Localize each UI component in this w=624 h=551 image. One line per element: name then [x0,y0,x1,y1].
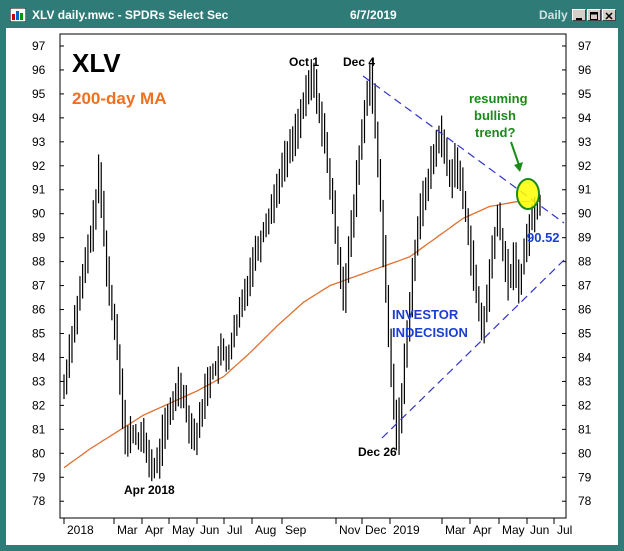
x-tick-label: 2018 [67,523,94,537]
y-tick-label-left: 84 [32,350,46,364]
y-tick-label-left: 93 [32,135,46,149]
plot-frame [59,33,567,519]
y-tick-label-right: 92 [578,159,592,173]
y-tick-label-left: 85 [32,327,46,341]
y-tick-label-left: 91 [32,183,46,197]
y-tick-label-right: 97 [578,39,592,53]
y-tick-label-left: 81 [32,422,46,436]
y-tick-label-right: 86 [578,303,592,317]
april-label: Apr 2018 [124,483,175,497]
x-tick-label: Aug [255,523,276,537]
y-tick-label-right: 93 [578,135,592,149]
y-tick-label-left: 90 [32,207,46,221]
minimize-button[interactable] [572,9,586,21]
y-tick-label-right: 91 [578,183,592,197]
x-tick-label: May [502,523,525,537]
x-tick-label: Apr [145,523,164,537]
y-tick-label-right: 79 [578,470,592,484]
y-tick-label-right: 87 [578,279,592,293]
close-button[interactable] [602,9,616,21]
price-chart[interactable]: 78 78 79 79 80 80 81 81 82 82 83 83 84 84 85 85 86 86 87 87… [6,28,618,545]
y-tick-label-left: 80 [32,446,46,460]
window-period[interactable]: Daily [539,8,568,22]
x-tick-label: 2019 [393,523,420,537]
x-tick-label: Nov [339,523,360,537]
lower-trendline [381,259,565,439]
x-tick-label: Jun [200,523,219,537]
y-tick-label-left: 86 [32,303,46,317]
y-tick-label-right: 95 [578,87,592,101]
x-tick-label: Apr [473,523,492,537]
chart-subtitle: 200-day MA [72,89,166,108]
question-line-3: trend? [475,125,516,140]
indecision-label-1: INVESTOR [392,307,459,322]
ma-200-line [63,200,541,469]
highlight-circle [516,178,540,210]
question-line-2: bullish [474,108,516,123]
y-tick-label-right: 82 [578,398,592,412]
y-tick-label-left: 88 [32,255,46,269]
y-tick-label-left: 95 [32,87,46,101]
upper-trendline [362,75,565,224]
question-arrowhead [514,162,523,172]
x-tick-label: Dec [365,523,386,537]
y-tick-label-right: 96 [578,63,592,77]
y-tick-label-left: 89 [32,231,46,245]
x-tick-label: Mar [117,523,138,537]
y-tick-label-right: 84 [578,350,592,364]
window-date: 6/7/2019 [350,8,397,22]
close-icon [605,12,613,20]
y-tick-label-right: 80 [578,446,592,460]
y-tick-label-left: 87 [32,279,46,293]
y-tick-label-left: 82 [32,398,46,412]
window-title: XLV daily.mwc - SPDRs Select Sec [32,8,229,22]
y-tick-label-right: 83 [578,374,592,388]
y-tick-label-right: 89 [578,231,592,245]
x-tick-label: Jun [530,523,549,537]
maximize-icon [590,12,598,20]
y-tick-label-left: 83 [32,374,46,388]
last-value-label: 90.52 [527,230,560,245]
chart-area[interactable]: 78 78 79 79 80 80 81 81 82 82 83 83 84 84 85 85 86 86 87 87… [6,28,618,545]
y-tick-label-left: 92 [32,159,46,173]
maximize-button[interactable] [587,9,601,21]
title-bar[interactable]: XLV daily.mwc - SPDRs Select Sec 6/7/201… [4,4,620,26]
peak2-label: Dec 4 [343,55,375,69]
chart-title: XLV [72,48,121,78]
peak1-label: Oct 1 [289,55,319,69]
question-line-1: resuming [469,91,528,106]
y-tick-label-right: 78 [578,494,592,508]
x-tick-label: Jul [227,523,242,537]
y-tick-label-right: 81 [578,422,592,436]
y-tick-label-left: 97 [32,39,46,53]
minimize-icon [576,18,582,20]
chart-app-icon [10,8,26,22]
y-tick-label-right: 88 [578,255,592,269]
x-tick-label: Mar [445,523,466,537]
x-tick-label: May [172,523,195,537]
x-tick-label: Jul [557,523,572,537]
indecision-label-2: INDECISION [392,325,468,340]
x-tick-label: Sep [285,523,307,537]
y-tick-label-left: 96 [32,63,46,77]
y-tick-label-right: 85 [578,327,592,341]
low-label: Dec 26 [358,445,397,459]
y-tick-label-left: 79 [32,470,46,484]
y-tick-label-left: 78 [32,494,46,508]
y-tick-label-left: 94 [32,111,46,125]
y-tick-label-right: 90 [578,207,592,221]
y-tick-label-right: 94 [578,111,592,125]
